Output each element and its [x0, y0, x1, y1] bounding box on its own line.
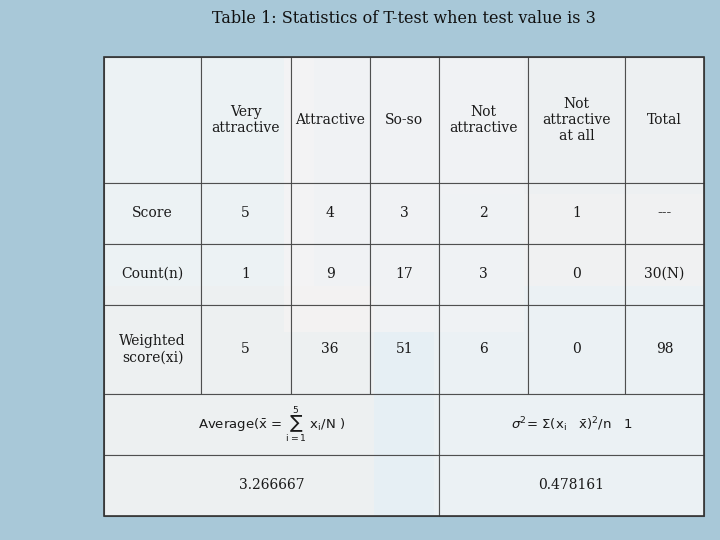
- Bar: [528, 244, 625, 305]
- Bar: [625, 305, 704, 394]
- Bar: [201, 183, 291, 244]
- Bar: [438, 244, 528, 305]
- Bar: [370, 305, 438, 394]
- Text: 1: 1: [241, 267, 250, 281]
- Text: Attractive: Attractive: [295, 113, 365, 127]
- Text: Average($\bar{\rm x}$ = $\sum_{\rm i=1}^{\rm 5}$ ${\rm x_i}$/N ): Average($\bar{\rm x}$ = $\sum_{\rm i=1}^…: [198, 404, 345, 445]
- Bar: [528, 57, 625, 183]
- Bar: [201, 244, 291, 305]
- Text: Not
attractive
at all: Not attractive at all: [542, 97, 611, 143]
- Bar: [438, 394, 704, 455]
- Text: $\sigma^{2}$= $\Sigma$(x$_{\rm i}$   $\bar{\rm x}$)$^2$/n   1: $\sigma^{2}$= $\Sigma$(x$_{\rm i}$ $\bar…: [510, 415, 632, 434]
- Bar: [625, 183, 704, 244]
- Text: Table 1: Statistics of T-test when test value is 3: Table 1: Statistics of T-test when test …: [212, 10, 596, 27]
- Text: 3: 3: [400, 206, 409, 220]
- Bar: [528, 183, 625, 244]
- Bar: [524, 57, 704, 286]
- Bar: [104, 57, 315, 286]
- Bar: [625, 244, 704, 305]
- Bar: [104, 244, 201, 305]
- Text: Weighted
score(xi): Weighted score(xi): [120, 334, 186, 364]
- Bar: [438, 455, 704, 516]
- Text: 5: 5: [241, 206, 250, 220]
- Text: 5: 5: [241, 342, 250, 356]
- Bar: [201, 57, 291, 183]
- Text: 0.478161: 0.478161: [539, 478, 605, 492]
- Text: 9: 9: [325, 267, 335, 281]
- Text: 36: 36: [321, 342, 339, 356]
- Text: Total: Total: [647, 113, 682, 127]
- Text: Not
attractive: Not attractive: [449, 105, 518, 135]
- Bar: [438, 305, 528, 394]
- Bar: [528, 305, 625, 394]
- Text: 2: 2: [480, 206, 488, 220]
- Text: Very
attractive: Very attractive: [212, 105, 280, 135]
- Bar: [104, 57, 201, 183]
- Bar: [434, 194, 704, 516]
- Text: 1: 1: [572, 206, 581, 220]
- Text: 17: 17: [395, 267, 413, 281]
- Text: 3: 3: [480, 267, 488, 281]
- Text: 3.266667: 3.266667: [239, 478, 305, 492]
- Bar: [291, 183, 370, 244]
- Text: So-so: So-so: [385, 113, 423, 127]
- Bar: [370, 183, 438, 244]
- Bar: [370, 57, 438, 183]
- Bar: [104, 57, 704, 516]
- Text: Count(n): Count(n): [122, 267, 184, 281]
- Bar: [438, 183, 528, 244]
- Bar: [104, 455, 438, 516]
- Bar: [291, 244, 370, 305]
- Bar: [104, 286, 374, 516]
- Text: 51: 51: [395, 342, 413, 356]
- Text: 98: 98: [656, 342, 673, 356]
- Bar: [291, 57, 370, 183]
- Bar: [201, 305, 291, 394]
- Text: 0: 0: [572, 342, 581, 356]
- Bar: [104, 183, 201, 244]
- Bar: [625, 57, 704, 183]
- Bar: [438, 57, 528, 183]
- Text: 30(N): 30(N): [644, 267, 685, 281]
- Bar: [104, 394, 438, 455]
- Text: ---: ---: [657, 206, 672, 220]
- Bar: [370, 244, 438, 305]
- Bar: [284, 57, 524, 332]
- Text: Score: Score: [132, 206, 173, 220]
- Bar: [104, 305, 201, 394]
- Text: 0: 0: [572, 267, 581, 281]
- Text: 6: 6: [480, 342, 488, 356]
- Bar: [291, 305, 370, 394]
- Text: 4: 4: [325, 206, 335, 220]
